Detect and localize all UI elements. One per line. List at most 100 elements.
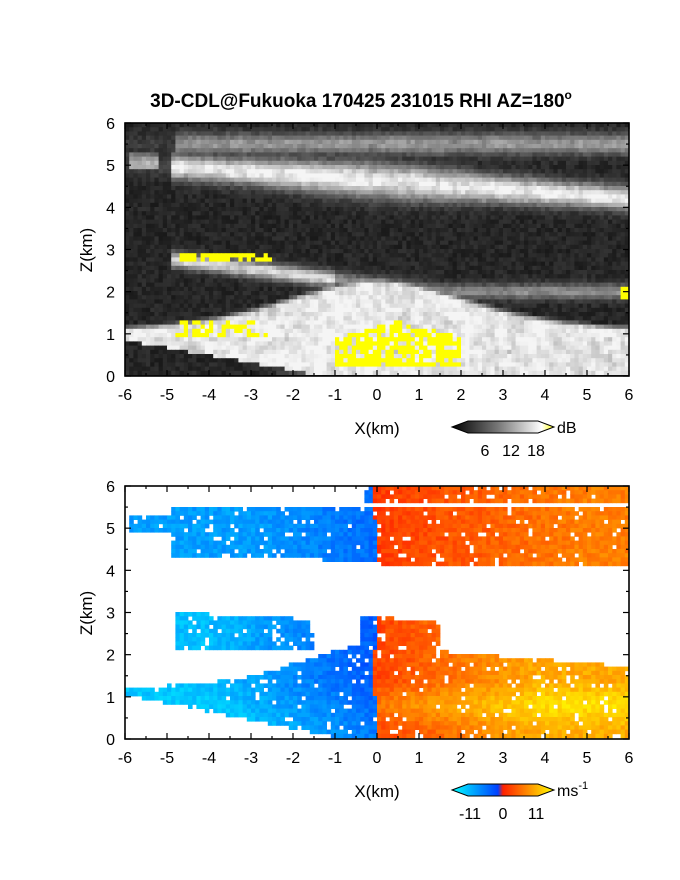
reflectivity-cell: [356, 190, 361, 195]
reflectivity-cell: [146, 169, 151, 174]
reflectivity-cell: [351, 207, 357, 212]
reflectivity-cell: [599, 282, 605, 288]
reflectivity-cell: [209, 190, 214, 195]
reflectivity-cell: [591, 160, 596, 166]
reflectivity-cell: [372, 240, 378, 246]
reflectivity-cell: [435, 160, 441, 166]
reflectivity-cell: [423, 181, 428, 187]
reflectivity-cell: [238, 232, 243, 237]
reflectivity-cell: [230, 160, 235, 166]
reflectivity-cell: [141, 202, 147, 208]
reflectivity-cell: [469, 181, 474, 187]
reflectivity-cell: [431, 291, 437, 296]
reflectivity-cell: [158, 236, 164, 241]
reflectivity-cell: [465, 253, 470, 258]
reflectivity-cell: [175, 215, 180, 220]
reflectivity-cell: [368, 123, 374, 128]
reflectivity-cell: [242, 253, 248, 258]
reflectivity-cell: [620, 211, 626, 216]
reflectivity-cell: [251, 144, 256, 149]
reflectivity-cell: [423, 274, 428, 279]
reflectivity-cell: [209, 165, 214, 170]
reflectivity-cell: [272, 228, 277, 233]
reflectivity-cell: [494, 240, 500, 246]
reflectivity-cell: [259, 173, 264, 178]
reflectivity-cell: [393, 139, 399, 145]
reflectivity-cell: [549, 270, 554, 275]
reflectivity-cell: [301, 261, 306, 267]
reflectivity-cell: [326, 286, 332, 292]
reflectivity-cell: [452, 211, 458, 216]
reflectivity-cell: [511, 169, 516, 174]
reflectivity-cell: [570, 144, 575, 149]
reflectivity-cell: [461, 282, 466, 288]
reflectivity-cell: [162, 219, 168, 225]
reflectivity-cell: [566, 152, 571, 157]
reflectivity-cell: [204, 177, 210, 183]
reflectivity-cell: [431, 160, 437, 166]
reflectivity-cell: [456, 261, 462, 267]
reflectivity-cell: [612, 135, 617, 141]
reflectivity-cell: [465, 219, 470, 225]
reflectivity-cell: [351, 135, 357, 141]
reflectivity-cell: [351, 123, 357, 128]
reflectivity-cell: [322, 202, 327, 208]
reflectivity-cell: [196, 173, 201, 178]
reflectivity-cell: [133, 240, 138, 246]
reflectivity-cell: [477, 291, 483, 296]
reflectivity-cell: [620, 274, 626, 279]
reflectivity-cell: [578, 215, 584, 220]
reflectivity-cell: [557, 249, 563, 254]
reflectivity-cell: [427, 198, 432, 204]
reflectivity-cell: [414, 228, 420, 233]
reflectivity-cell: [524, 215, 529, 220]
reflectivity-cell: [536, 198, 542, 204]
reflectivity-cell: [335, 207, 340, 212]
reflectivity-cell: [171, 139, 176, 145]
reflectivity-cell: [452, 232, 458, 237]
reflectivity-cell: [171, 165, 176, 170]
reflectivity-cell: [339, 291, 344, 296]
reflectivity-cell: [608, 240, 613, 246]
reflectivity-cell: [167, 223, 172, 229]
reflectivity-cell: [251, 257, 256, 262]
reflectivity-cell: [410, 219, 416, 225]
reflectivity-cell: [330, 261, 336, 267]
reflectivity-cell: [209, 181, 214, 187]
reflectivity-cell: [183, 165, 189, 170]
reflectivity-cell: [309, 148, 315, 153]
reflectivity-cell: [360, 194, 365, 199]
reflectivity-cell: [616, 257, 621, 262]
reflectivity-cell: [372, 270, 378, 275]
reflectivity-cell: [452, 282, 458, 288]
reflectivity-cell: [288, 219, 294, 225]
reflectivity-cell: [385, 265, 390, 271]
reflectivity-cell: [372, 249, 378, 254]
reflectivity-cell: [171, 265, 176, 271]
reflectivity-cell: [154, 257, 159, 262]
reflectivity-cell: [221, 236, 227, 241]
reflectivity-cell: [372, 156, 378, 162]
reflectivity-cell: [389, 219, 395, 225]
reflectivity-cell: [473, 190, 479, 195]
reflectivity-cell: [347, 131, 353, 136]
reflectivity-cell: [591, 278, 596, 283]
reflectivity-cell: [393, 160, 399, 166]
reflectivity-cell: [154, 228, 159, 233]
reflectivity-cell: [360, 123, 365, 128]
reflectivity-cell: [566, 144, 571, 149]
reflectivity-cell: [372, 173, 378, 178]
reflectivity-cell: [137, 282, 143, 288]
reflectivity-cell: [608, 236, 613, 241]
reflectivity-cell: [343, 211, 348, 216]
reflectivity-cell: [146, 131, 151, 136]
reflectivity-cell: [276, 236, 281, 241]
reflectivity-cell: [389, 173, 395, 178]
reflectivity-cell: [561, 181, 567, 187]
reflectivity-cell: [465, 261, 470, 267]
reflectivity-cell: [326, 223, 332, 229]
reflectivity-cell: [318, 240, 323, 246]
reflectivity-cell: [381, 207, 386, 212]
reflectivity-cell: [511, 232, 516, 237]
reflectivity-cell: [498, 186, 504, 191]
